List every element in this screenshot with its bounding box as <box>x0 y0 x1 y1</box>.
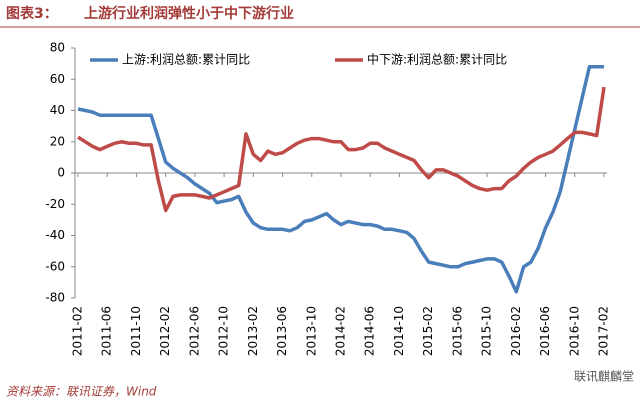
y-tick-label: -60 <box>45 259 65 273</box>
x-tick-label: 2012-06 <box>187 306 201 356</box>
x-tick-label: 2015-02 <box>421 306 435 356</box>
x-tick-label: 2013-10 <box>304 306 318 356</box>
x-tick-label: 2012-02 <box>158 306 172 356</box>
x-tick-label: 2014-10 <box>392 306 406 356</box>
x-tick-label: 2016-10 <box>567 306 581 356</box>
legend-label: 上游:利润总额:累计同比 <box>122 53 250 67</box>
y-tick-label: -20 <box>45 197 65 211</box>
y-tick-label: 80 <box>50 41 65 55</box>
y-tick-label: -80 <box>45 291 65 305</box>
series-line <box>77 65 604 294</box>
x-tick-label: 2014-02 <box>334 306 348 356</box>
source: 资料来源：联讯证券，Wind <box>6 385 157 399</box>
x-tick-label: 2013-02 <box>246 306 260 356</box>
x-tick-label: 2014-06 <box>363 306 377 356</box>
x-tick-label: 2015-10 <box>480 306 494 356</box>
watermark: 联讯麒麟堂 <box>574 369 634 384</box>
x-tick-label: 2011-02 <box>71 306 85 356</box>
x-tick-label: 2012-10 <box>217 306 231 356</box>
y-tick-label: 60 <box>50 72 65 86</box>
series-line <box>77 86 606 213</box>
legend-label: 中下游:利润总额:累计同比 <box>367 52 507 67</box>
x-tick-label: 2013-06 <box>275 306 289 356</box>
x-tick-label: 2017-02 <box>597 306 611 356</box>
x-tick-label: 2015-06 <box>450 306 464 356</box>
chart-title: 上游行业利润弹性小于中下游行业 <box>84 5 294 22</box>
chart-label: 图表3： <box>6 5 58 22</box>
x-tick-label: 2011-10 <box>129 306 143 356</box>
x-tick-label: 2011-06 <box>100 306 114 356</box>
y-tick-label: 40 <box>50 103 65 117</box>
x-tick-label: 2016-02 <box>509 306 523 356</box>
y-tick-label: -40 <box>45 228 65 242</box>
y-tick-label: 20 <box>50 134 65 148</box>
x-tick-label: 2016-06 <box>538 306 552 356</box>
y-tick-label: 0 <box>57 166 65 180</box>
